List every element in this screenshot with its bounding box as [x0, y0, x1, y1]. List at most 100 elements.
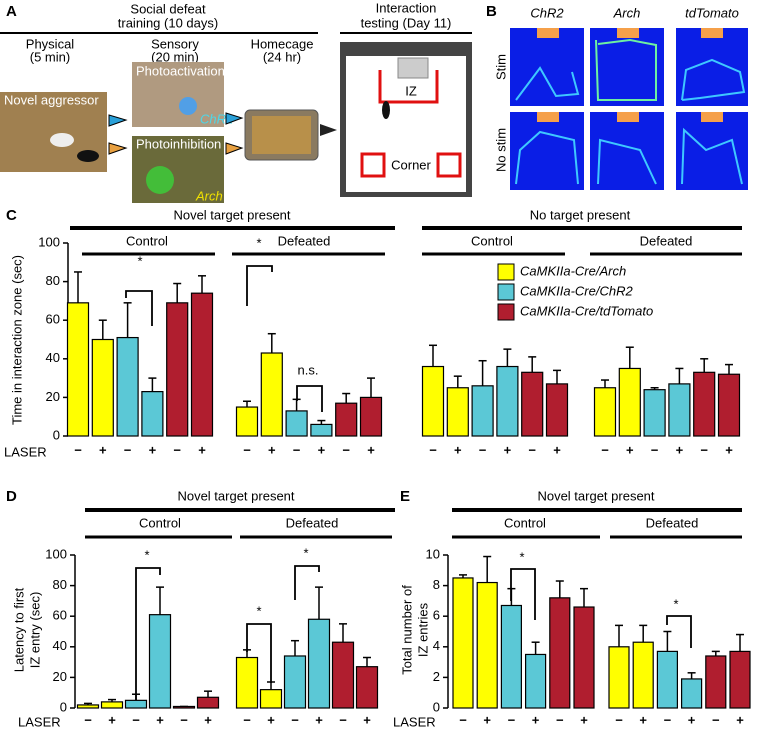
photo-label: Novel aggressor: [4, 92, 99, 107]
section-title: Novel target present: [537, 488, 654, 503]
y-tick-label: 80: [53, 577, 67, 592]
bracket: [296, 385, 323, 412]
column-label: Arch: [613, 5, 641, 20]
corner: [436, 152, 462, 178]
laser-level: −: [74, 442, 82, 457]
bar: [680, 678, 703, 709]
laser-level: +: [198, 442, 206, 457]
laser-level: +: [626, 442, 634, 457]
significance: *: [256, 603, 261, 618]
y-axis-label: Time in interaction zone (sec): [9, 255, 24, 425]
bar: [285, 410, 308, 437]
cage-marker: [617, 112, 639, 122]
bar: [446, 387, 469, 437]
laser-level: +: [268, 442, 276, 457]
bar: [259, 689, 283, 709]
bracket: [510, 568, 536, 620]
bar: [656, 650, 679, 709]
bar: [476, 581, 498, 709]
tracks: [515, 38, 746, 185]
bar: [573, 606, 595, 709]
track: [681, 127, 743, 185]
mouse: [77, 150, 99, 162]
laser-level: +: [639, 712, 647, 727]
mouse: [50, 133, 74, 147]
group-label: Control: [471, 233, 513, 248]
bar: [100, 701, 124, 709]
bracket: [294, 565, 320, 600]
laser-level: +: [454, 442, 462, 457]
stage-duration: (20 min): [151, 49, 199, 64]
laser-label: LASER: [4, 444, 47, 459]
stage-name: Homecage: [251, 36, 314, 51]
group-label: Defeated: [646, 515, 699, 530]
bar: [545, 383, 569, 437]
track: [681, 58, 746, 101]
arrow: [108, 114, 128, 127]
significance: *: [256, 235, 261, 250]
heatmap: [676, 28, 748, 106]
y-tick-label: 20: [46, 389, 60, 404]
y-tick-label: 10: [426, 546, 440, 561]
significance: *: [519, 549, 524, 564]
laser-level: −: [700, 442, 708, 457]
laser-level: +: [315, 712, 323, 727]
laser-level: +: [504, 442, 512, 457]
bar: [124, 699, 148, 709]
laser-level: −: [291, 712, 299, 727]
significance: *: [137, 253, 142, 268]
bar: [668, 383, 691, 437]
laser-level: −: [132, 712, 140, 727]
group-label: Defeated: [278, 233, 331, 248]
bracket: [135, 567, 161, 700]
cage-marker: [701, 28, 723, 38]
panel-label: A: [6, 3, 17, 20]
panel-label: C: [6, 207, 17, 224]
y-tick-label: 8: [433, 577, 440, 592]
arrow: [108, 142, 128, 155]
column-label: tdTomato: [685, 5, 739, 20]
photo-label: Arch: [195, 188, 223, 203]
stage-duration: (5 min): [30, 49, 70, 64]
header: Interaction: [376, 0, 437, 15]
laser-level: −: [459, 712, 467, 727]
cage-markers: [537, 28, 723, 122]
zone-label: IZ: [405, 83, 417, 98]
stage-name: Sensory: [151, 36, 199, 51]
header: training (10 days): [118, 15, 218, 30]
bar: [618, 367, 641, 437]
group-label: Control: [504, 515, 546, 530]
laser-level: −: [615, 712, 623, 727]
section-title: Novel target present: [177, 488, 294, 503]
group-label: Control: [139, 515, 181, 530]
bar: [331, 641, 355, 709]
bar: [643, 389, 666, 437]
legend-swatch: [497, 283, 515, 301]
corner: [360, 152, 386, 178]
panel-b: B ChR2 Arch tdTomato Stim No stim: [486, 3, 748, 190]
row-label: No stim: [493, 128, 508, 172]
laser-level: −: [339, 712, 347, 727]
arrow: [320, 124, 337, 136]
legend-label: CaMKIIa-Cre/ChR2: [520, 283, 633, 298]
bracket: [246, 623, 272, 683]
laser-level: +: [483, 712, 491, 727]
y-tick-label: 60: [46, 312, 60, 327]
laser-level: +: [99, 442, 107, 457]
bar: [471, 385, 494, 437]
bar: [66, 302, 90, 437]
photo: [252, 116, 311, 154]
y-axis-label: Latency to first: [11, 587, 26, 672]
section-title: Novel target present: [173, 207, 290, 222]
heatmaps: [510, 28, 748, 190]
laser-level: −: [528, 442, 536, 457]
header: Social defeat: [130, 1, 206, 16]
arena-floor: [346, 56, 466, 192]
laser-level: +: [149, 442, 157, 457]
bar: [355, 666, 379, 709]
laser-label: LASER: [393, 714, 436, 729]
bar: [166, 302, 189, 437]
panel-a: A Social defeat training (10 days) Physi…: [0, 0, 472, 203]
